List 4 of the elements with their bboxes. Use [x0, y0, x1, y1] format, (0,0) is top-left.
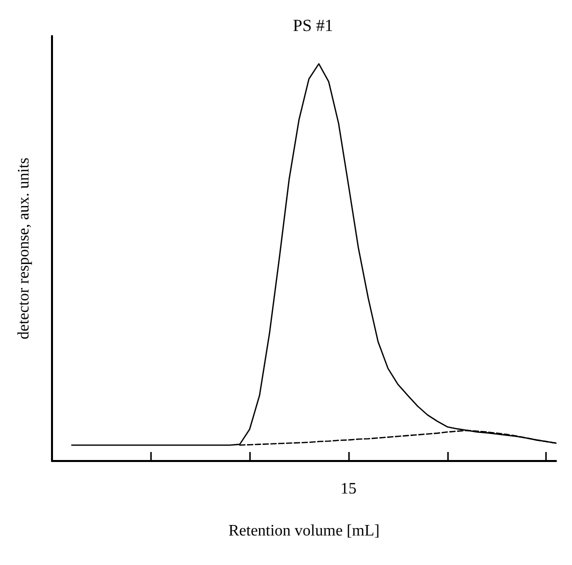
x-axis-title: Retention volume [mL]	[228, 522, 380, 540]
text: 15	[340, 480, 356, 498]
chart-title: PS #1	[292, 16, 334, 35]
y-axis-title: detector response, aux. units	[16, 158, 32, 340]
